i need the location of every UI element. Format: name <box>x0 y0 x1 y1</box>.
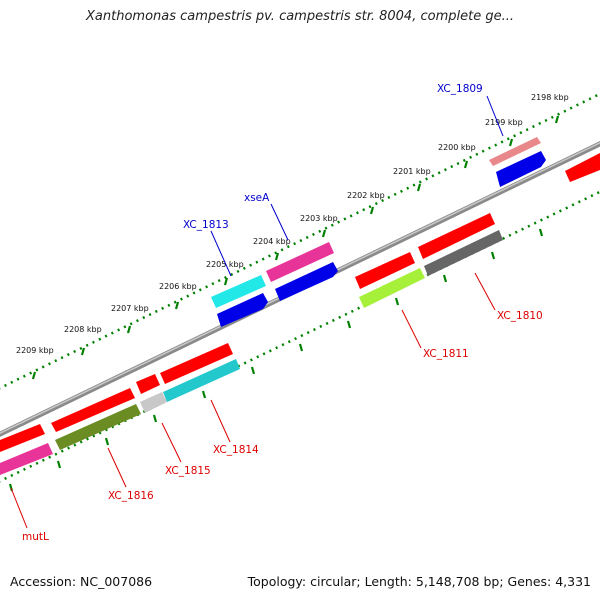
gene-block[interactable] <box>136 374 160 394</box>
gene-block[interactable] <box>51 388 135 432</box>
gene-block[interactable] <box>140 392 167 413</box>
scale-label: 2208 kbp <box>64 325 102 334</box>
scale-label: 2209 kbp <box>16 346 54 355</box>
gene-label[interactable]: XC_1810 <box>497 310 543 322</box>
scale-label: 2203 kbp <box>300 214 338 223</box>
gene-label[interactable]: XC_1816 <box>108 490 154 502</box>
scale-label: 2200 kbp <box>438 143 476 152</box>
gene-block[interactable] <box>489 137 541 166</box>
outer-scale-track <box>0 92 600 390</box>
gene-block[interactable] <box>266 242 334 282</box>
gene-label[interactable]: mutL <box>22 531 49 543</box>
scale-label: 2206 kbp <box>159 282 197 291</box>
topology-text: Topology: circular; Length: 5,148,708 bp… <box>247 574 591 589</box>
map-title: Xanthomonas campestris pv. campestris st… <box>86 9 514 24</box>
feature-blocks <box>0 137 600 475</box>
gene-label[interactable]: XC_1809 <box>437 83 483 95</box>
gene-block[interactable] <box>211 275 266 308</box>
scale-label: 2198 kbp <box>531 93 569 102</box>
gene-label[interactable]: XC_1814 <box>213 444 259 456</box>
gene-block[interactable] <box>418 213 495 259</box>
inner-scale-track <box>0 190 600 483</box>
gene-block[interactable] <box>0 424 45 452</box>
inner-major-ticks <box>8 228 544 492</box>
gene-block[interactable] <box>359 268 425 308</box>
scale-label: 2204 kbp <box>253 237 291 246</box>
outer-major-ticks <box>31 115 560 380</box>
label-leaders <box>10 95 504 529</box>
gene-label[interactable]: xseA <box>244 192 270 204</box>
gene-block[interactable] <box>424 230 503 276</box>
scale-label: 2199 kbp <box>485 118 523 127</box>
gene-block[interactable] <box>163 359 240 402</box>
scale-labels: 2198 kbp 2199 kbp 2200 kbp 2201 kbp 2202… <box>16 93 569 355</box>
gene-block[interactable] <box>496 151 546 187</box>
accession-text: Accession: NC_007086 <box>10 574 153 589</box>
gene-block[interactable] <box>217 293 268 327</box>
gene-label[interactable]: XC_1811 <box>423 348 469 360</box>
gene-block[interactable] <box>55 404 141 450</box>
scale-label: 2201 kbp <box>393 167 431 176</box>
gene-block[interactable] <box>355 252 415 289</box>
gene-label[interactable]: XC_1813 <box>183 219 229 231</box>
gene-labels: XC_1809 xseA XC_1813 XC_1810 XC_1811 XC_… <box>22 83 543 543</box>
gene-label[interactable]: XC_1815 <box>165 465 211 477</box>
gene-block[interactable] <box>0 443 53 475</box>
scale-label: 2202 kbp <box>347 191 385 200</box>
gene-block[interactable] <box>565 153 600 182</box>
gene-block[interactable] <box>275 262 338 301</box>
gene-block[interactable] <box>160 343 233 384</box>
scale-label: 2205 kbp <box>206 260 244 269</box>
scale-label: 2207 kbp <box>111 304 149 313</box>
